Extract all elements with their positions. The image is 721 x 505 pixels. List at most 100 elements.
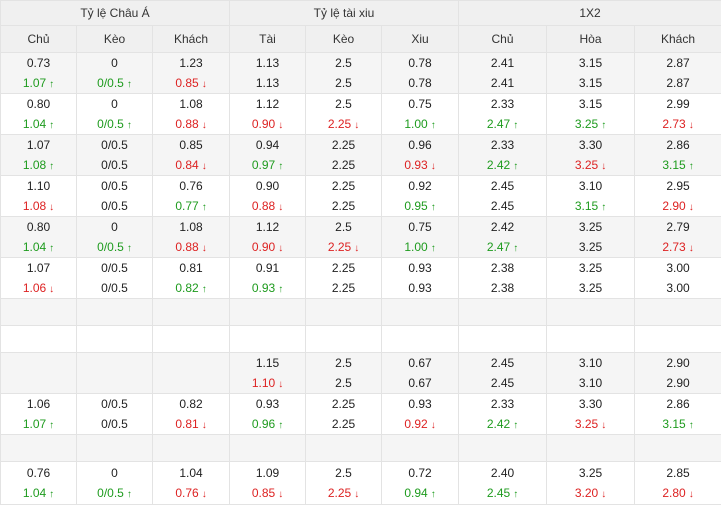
current-odds: 2.73↓	[635, 114, 721, 134]
opening-odds: 1.13	[230, 53, 305, 73]
arrow-down-icon: ↓	[354, 120, 359, 131]
arrow-up-icon: ↑	[202, 202, 207, 213]
opening-odds: 2.90	[635, 353, 721, 373]
current-odds: 0.93	[382, 278, 458, 298]
opening-odds: 0	[77, 463, 152, 483]
opening-odds: 3.25	[547, 217, 634, 237]
current-odds: 1.07↑	[1, 73, 76, 93]
arrow-up-icon: ↑	[278, 420, 283, 431]
opening-odds: 0.91	[230, 258, 305, 278]
opening-odds: 1.08	[153, 217, 229, 237]
current-odds: 0.84 ↓	[153, 155, 229, 175]
col-draw: Hòa	[547, 26, 635, 53]
arrow-down-icon: ↓	[278, 202, 283, 213]
current-odds-value: 0.84	[175, 158, 198, 172]
opening-odds: 3.15	[547, 94, 634, 114]
current-odds-value: 2.73	[662, 117, 685, 131]
current-odds: 0/0.5	[77, 155, 152, 175]
arrow-down-icon: ↓	[202, 161, 207, 172]
arrow-down-icon: ↓	[689, 243, 694, 254]
current-odds: 2.47↑	[459, 114, 546, 134]
current-odds-value: 2.87	[666, 76, 689, 90]
odds-cell-handicap	[77, 353, 153, 394]
current-odds: 2.25↓	[306, 237, 381, 257]
current-odds-value: 2.73	[662, 240, 685, 254]
current-odds: 1.08↑	[1, 155, 76, 175]
odds-cell-away	[153, 353, 230, 394]
opening-odds: 2.33	[459, 135, 546, 155]
column-header-row: Chủ Kèo Khách Tài Kèo Xiu Chủ Hòa Khách	[1, 26, 721, 53]
current-odds: 3.25↓	[547, 155, 634, 175]
opening-odds: 2.25	[306, 394, 381, 414]
current-odds: 2.90↓	[635, 196, 721, 216]
current-odds: 2.45	[459, 373, 546, 393]
arrow-up-icon: ↑	[127, 243, 132, 254]
opening-odds: 2.25	[306, 258, 381, 278]
opening-odds: 0/0.5	[77, 394, 152, 414]
opening-odds: 0.80	[1, 217, 76, 237]
current-odds: 0.88↓	[153, 114, 229, 134]
current-odds-value: 2.5	[335, 76, 352, 90]
current-odds: 3.15↑	[547, 196, 634, 216]
current-odds: 1.08↓	[1, 196, 76, 216]
current-odds: 0.90↓	[230, 237, 305, 257]
odds-row	[1, 299, 721, 326]
odds-cell-empty	[459, 435, 547, 462]
arrow-up-icon: ↑	[513, 243, 518, 254]
arrow-up-icon: ↑	[513, 161, 518, 172]
current-odds-value: 0.90	[252, 240, 275, 254]
current-odds: 1.06↓	[1, 278, 76, 298]
opening-odds: 1.12	[230, 217, 305, 237]
current-odds-value: 1.00	[404, 117, 427, 131]
current-odds: 2.42↑	[459, 155, 546, 175]
current-odds: 0/0.5	[77, 414, 152, 434]
current-odds-value: 1.10	[252, 376, 275, 390]
current-odds: 2.41	[459, 73, 546, 93]
current-odds: 0.77↑	[153, 196, 229, 216]
opening-odds: 2.86	[635, 394, 721, 414]
current-odds: 3.25	[547, 237, 634, 257]
opening-odds: 3.00	[635, 258, 721, 278]
current-odds-value: 3.25	[575, 417, 598, 431]
opening-odds: 1.12	[230, 94, 305, 114]
current-odds: 1.13	[230, 73, 305, 93]
odds-cell-empty	[306, 326, 382, 353]
opening-odds: 0	[77, 53, 152, 73]
current-odds-value: 3.10	[579, 376, 602, 390]
current-odds-value: 2.25	[332, 281, 355, 295]
opening-odds: 2.99	[635, 94, 721, 114]
opening-odds: 0/0.5	[77, 176, 152, 196]
arrow-down-icon: ↓	[278, 379, 283, 390]
odds-cell-empty	[635, 326, 721, 353]
opening-odds: 0.94	[230, 135, 305, 155]
current-odds: 0.82↑	[153, 278, 229, 298]
opening-odds: 2.25	[306, 135, 381, 155]
current-odds-value: 1.00	[404, 240, 427, 254]
arrow-down-icon: ↓	[689, 489, 694, 500]
odds-cell-empty	[382, 326, 459, 353]
current-odds-value: 3.15	[579, 76, 602, 90]
current-odds-value: 0.88	[252, 199, 275, 213]
opening-odds: 2.85	[635, 463, 721, 483]
current-odds: 1.04↑	[1, 237, 76, 257]
